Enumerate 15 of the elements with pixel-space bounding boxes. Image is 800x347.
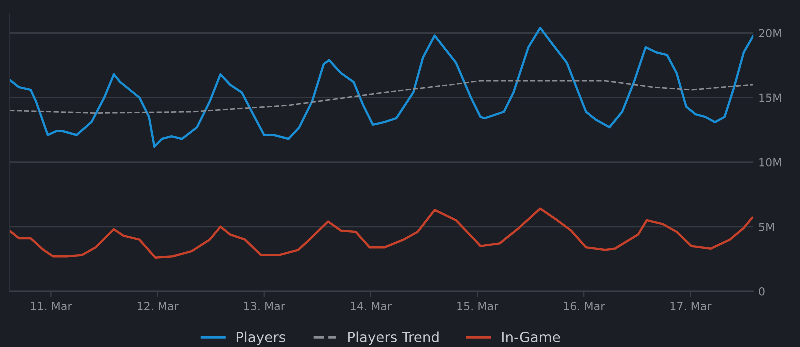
x-tick-label: 17. Mar — [670, 302, 712, 310]
y-tick-label: 20M — [759, 29, 782, 38]
y-tick-label: 5M — [759, 223, 774, 232]
x-tick-label: 11. Mar — [31, 302, 72, 310]
legend-label: Players Trend — [348, 332, 439, 346]
x-tick-label: 13. Mar — [244, 302, 286, 310]
legend-label: Players — [236, 332, 286, 346]
y-tick-label: 10M — [760, 158, 782, 167]
y-tick-label: 15M — [760, 94, 782, 102]
x-tick-label: 14. Mar — [351, 302, 392, 310]
x-tick-label: 16. Mar — [564, 302, 606, 310]
x-tick-label: 15. Mar — [458, 302, 499, 310]
legend-label: In-Game — [502, 332, 560, 342]
y-tick-label: 0 — [759, 287, 765, 296]
x-tick-label: 12. Mar — [138, 302, 179, 310]
